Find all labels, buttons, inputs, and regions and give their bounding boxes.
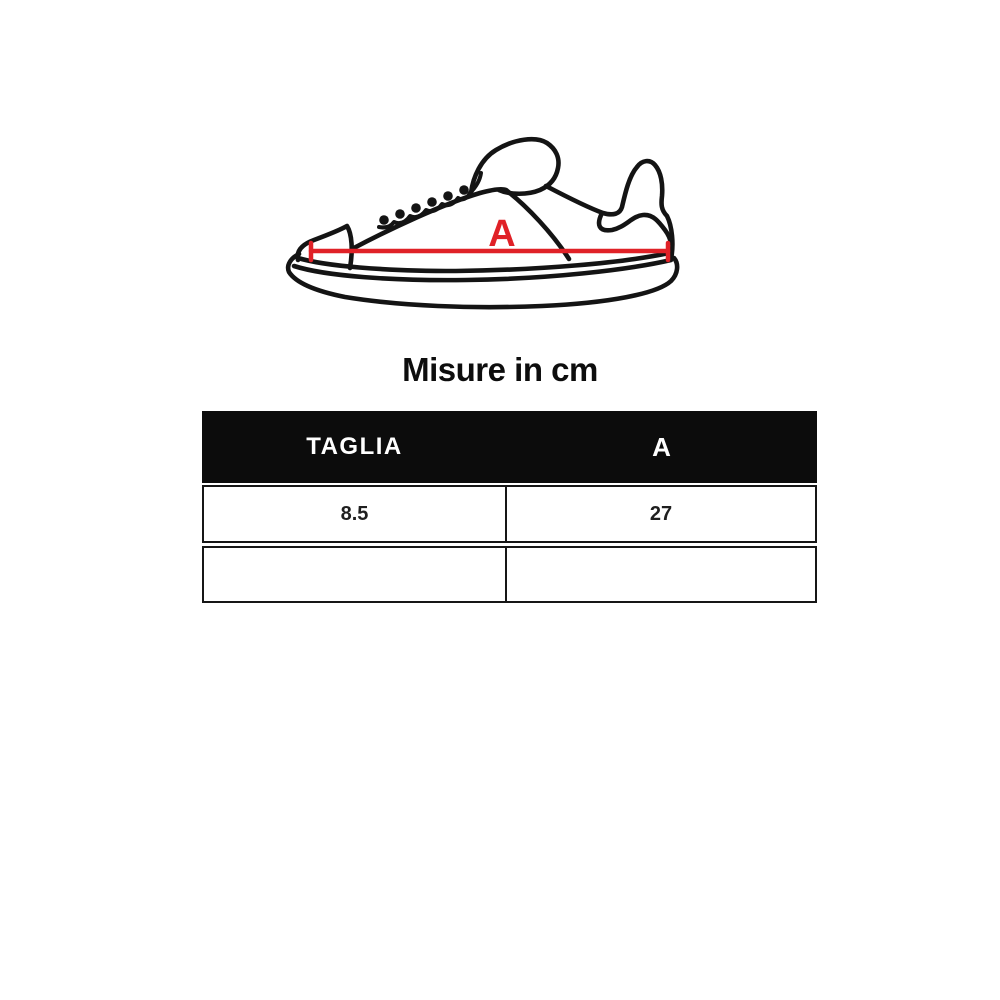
shoe-diagram: A xyxy=(285,136,680,310)
shoe-lace-loops xyxy=(379,185,469,225)
shoe-outline-group xyxy=(285,136,680,310)
lace-loop xyxy=(379,215,389,225)
lace-loop xyxy=(395,209,405,219)
lace-loop xyxy=(427,197,437,207)
cell-measure-value: 27 xyxy=(507,485,817,543)
shoe-heel-patch xyxy=(596,210,674,246)
shoe-lace-scallops xyxy=(377,191,472,230)
size-table: TAGLIA A 8.5 27 xyxy=(202,411,817,603)
shoe-collar-heel xyxy=(543,158,675,262)
shoe-sole-mid-line xyxy=(291,257,674,283)
lace-loop xyxy=(411,203,421,213)
header-cell-a: A xyxy=(652,431,672,462)
shoe-outsole xyxy=(285,251,680,310)
page-title: Misure in cm xyxy=(402,351,598,388)
shoe-toe-outline xyxy=(295,223,354,271)
cell-size-value-empty xyxy=(202,546,507,603)
table-row: 8.5 27 xyxy=(202,485,817,543)
shoe-lace-end xyxy=(468,171,483,195)
measurement-line-group xyxy=(308,240,671,263)
lace-loop xyxy=(459,185,469,195)
size-table-header: TAGLIA A xyxy=(202,411,817,483)
cell-measure-value-empty xyxy=(507,546,817,603)
shoe-sole-top-line xyxy=(295,250,672,274)
table-row xyxy=(202,546,817,603)
lace-loop xyxy=(443,191,453,201)
shoe-tongue xyxy=(468,136,561,197)
measurement-label: A xyxy=(488,213,515,255)
cell-size-value: 8.5 xyxy=(202,485,507,543)
header-cell-taglia: TAGLIA xyxy=(306,433,403,460)
